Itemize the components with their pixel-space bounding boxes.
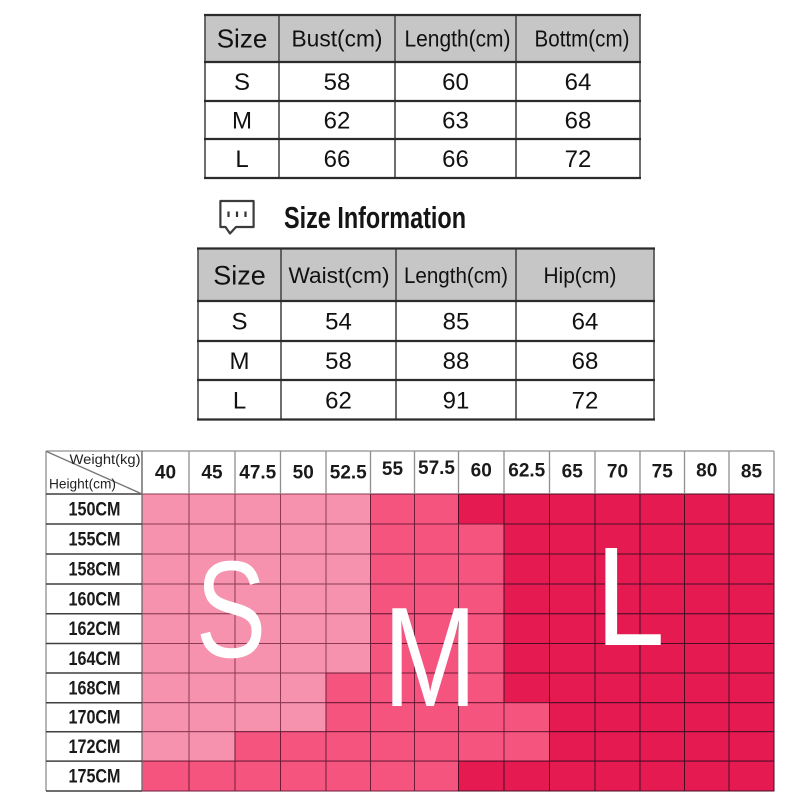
svg-text:60: 60 <box>471 461 492 482</box>
svg-text:175CM: 175CM <box>69 767 121 788</box>
svg-text:162CM: 162CM <box>69 619 121 640</box>
svg-text:58: 58 <box>324 69 351 96</box>
svg-text:158CM: 158CM <box>69 560 121 581</box>
svg-text:M: M <box>230 348 250 375</box>
svg-text:L: L <box>595 518 665 675</box>
svg-text:66: 66 <box>324 146 351 173</box>
svg-text:68: 68 <box>572 348 599 375</box>
svg-text:Size: Size <box>217 24 268 54</box>
svg-text:62: 62 <box>324 108 351 135</box>
svg-text:M: M <box>232 108 252 135</box>
svg-text:150CM: 150CM <box>69 500 121 521</box>
svg-text:65: 65 <box>562 462 584 483</box>
svg-text:47.5: 47.5 <box>239 463 276 484</box>
svg-text:64: 64 <box>565 69 592 96</box>
svg-text:62.5: 62.5 <box>508 461 545 482</box>
svg-text:88: 88 <box>443 348 470 375</box>
svg-text:63: 63 <box>442 108 469 135</box>
svg-text:164CM: 164CM <box>69 649 121 670</box>
svg-text:54: 54 <box>325 309 352 336</box>
svg-text:Bottm(cm): Bottm(cm) <box>535 26 630 52</box>
svg-text:Size Information: Size Information <box>284 200 466 235</box>
svg-text:Bust(cm): Bust(cm) <box>292 26 383 52</box>
svg-text:64: 64 <box>572 309 599 336</box>
svg-text:40: 40 <box>155 463 176 484</box>
svg-text:Length(cm): Length(cm) <box>404 263 508 288</box>
svg-text:168CM: 168CM <box>69 678 121 699</box>
svg-text:72: 72 <box>565 146 592 173</box>
svg-text:160CM: 160CM <box>69 589 121 610</box>
svg-text:70: 70 <box>607 462 628 483</box>
svg-text:68: 68 <box>565 108 592 135</box>
svg-text:S: S <box>196 533 266 687</box>
svg-text:M: M <box>383 579 477 737</box>
svg-text:Size: Size <box>213 260 266 290</box>
svg-text:57.5: 57.5 <box>418 458 455 479</box>
svg-text:52.5: 52.5 <box>330 463 367 484</box>
svg-text:91: 91 <box>443 387 470 414</box>
svg-text:58: 58 <box>325 348 352 375</box>
svg-text:85: 85 <box>443 309 470 336</box>
svg-text:Weight(kg): Weight(kg) <box>70 451 141 467</box>
svg-text:Hip(cm): Hip(cm) <box>544 263 617 288</box>
svg-text:55: 55 <box>382 459 404 480</box>
svg-text:L: L <box>235 146 248 173</box>
svg-text:85: 85 <box>741 462 763 483</box>
svg-text:72: 72 <box>572 387 599 414</box>
svg-text:62: 62 <box>325 387 352 414</box>
svg-text:172CM: 172CM <box>69 737 121 758</box>
svg-text:80: 80 <box>696 461 717 482</box>
svg-text:155CM: 155CM <box>69 530 121 551</box>
svg-text:L: L <box>233 387 246 414</box>
svg-text:170CM: 170CM <box>69 708 121 729</box>
svg-text:75: 75 <box>652 462 674 483</box>
svg-text:Waist(cm): Waist(cm) <box>289 263 390 288</box>
svg-text:Height(cm): Height(cm) <box>49 476 116 492</box>
svg-text:Length(cm): Length(cm) <box>405 26 511 52</box>
svg-text:S: S <box>231 309 247 336</box>
svg-text:S: S <box>234 69 250 96</box>
svg-text:45: 45 <box>201 463 223 484</box>
svg-text:60: 60 <box>442 69 469 96</box>
svg-text:50: 50 <box>293 463 314 484</box>
svg-text:66: 66 <box>442 146 469 173</box>
